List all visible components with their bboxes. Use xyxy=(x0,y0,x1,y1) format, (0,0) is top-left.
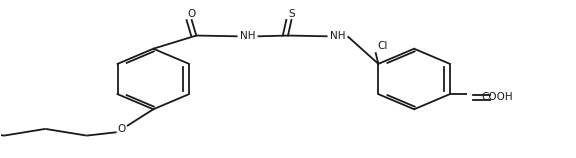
Text: NH: NH xyxy=(240,31,256,41)
Text: Cl: Cl xyxy=(377,41,388,51)
Text: COOH: COOH xyxy=(481,92,513,102)
Text: O: O xyxy=(118,125,126,134)
Text: O: O xyxy=(188,9,196,19)
Text: S: S xyxy=(288,9,295,19)
Text: NH: NH xyxy=(330,31,346,41)
